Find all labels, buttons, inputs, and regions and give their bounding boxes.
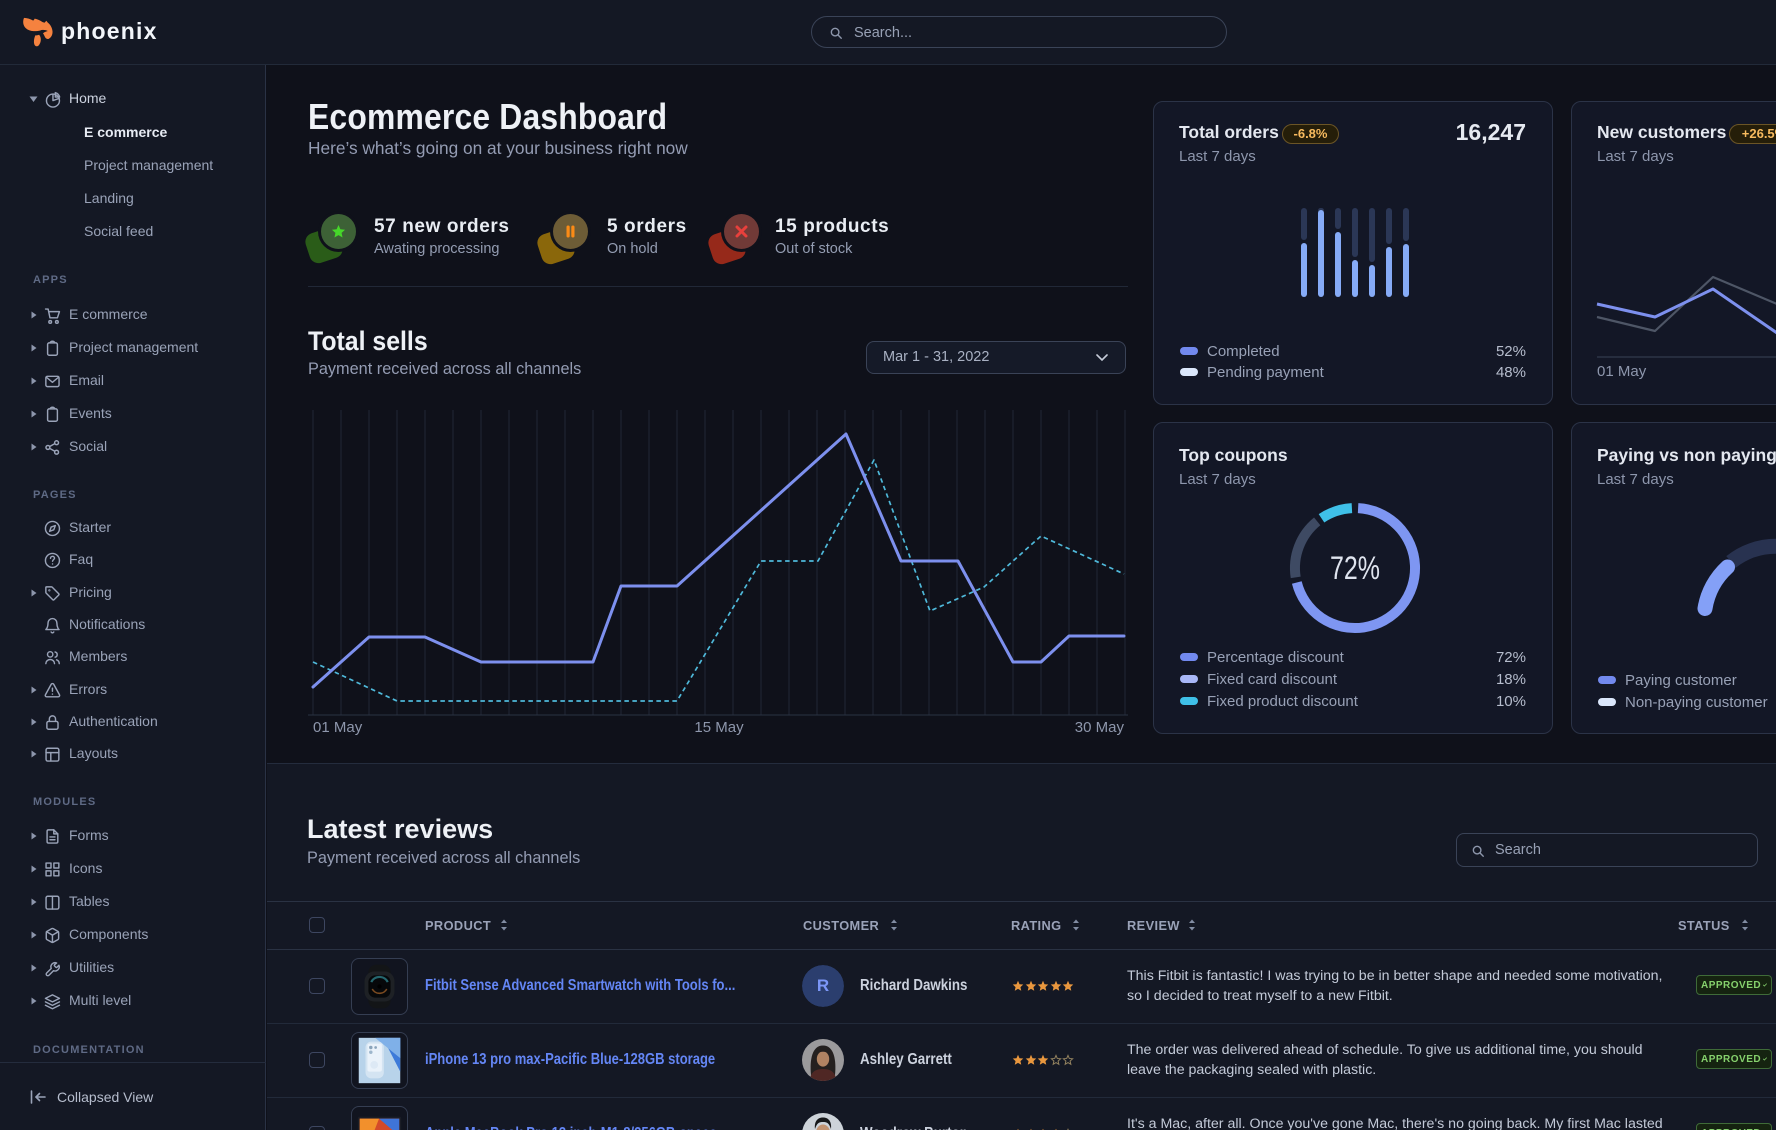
- svg-text:72%: 72%: [1330, 550, 1380, 586]
- svg-text:30 May: 30 May: [1075, 719, 1125, 736]
- svg-text:15 May: 15 May: [694, 719, 744, 736]
- svg-text:01 May: 01 May: [313, 719, 363, 736]
